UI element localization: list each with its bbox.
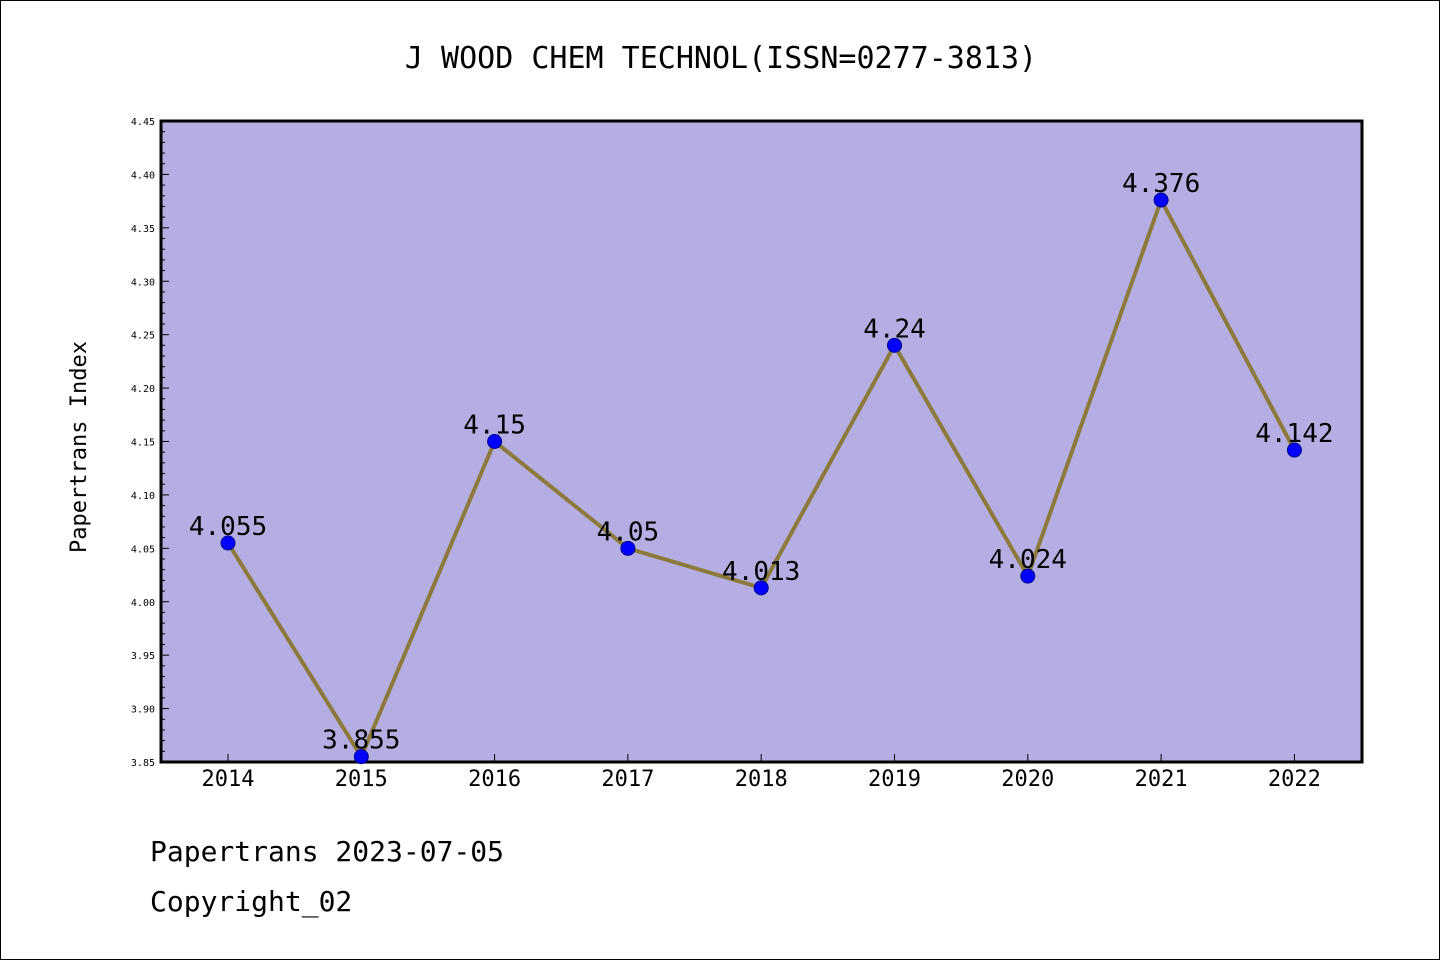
y-tick-label: 4.30 <box>131 277 155 288</box>
y-tick-label: 3.95 <box>131 651 155 662</box>
y-tick-label: 4.10 <box>131 491 155 502</box>
footer-copyright: Copyright_02 <box>150 885 353 918</box>
data-point <box>753 580 769 596</box>
data-label: 4.024 <box>989 545 1067 575</box>
y-tick-label: 4.20 <box>131 384 155 395</box>
x-axis: 2014 2015 2016 2017 2018 2019 2020 2021 2022 <box>202 754 1321 792</box>
data-point <box>620 540 636 556</box>
data-label: 3.855 <box>322 726 400 756</box>
x-tick-label: 2020 <box>1001 767 1054 792</box>
y-tick-label: 4.25 <box>131 331 155 342</box>
x-tick-label: 2016 <box>468 767 521 792</box>
y-tick-label: 3.90 <box>131 705 155 716</box>
data-label: 4.142 <box>1255 419 1333 449</box>
data-label: 4.05 <box>597 517 660 547</box>
x-tick-label: 2014 <box>202 767 255 792</box>
x-tick-label: 2019 <box>868 767 921 792</box>
data-point <box>1286 442 1302 458</box>
y-tick-label: 4.40 <box>131 170 155 181</box>
data-label: 4.376 <box>1122 169 1200 199</box>
data-point <box>353 749 369 765</box>
y-tick-label: 4.45 <box>131 117 155 128</box>
x-tick-label: 2021 <box>1135 767 1188 792</box>
data-label: 4.055 <box>189 512 267 542</box>
data-point <box>1020 568 1036 584</box>
data-label: 4.15 <box>463 411 526 441</box>
y-tick-label: 3.85 <box>131 758 155 769</box>
y-tick-label: 4.35 <box>131 224 155 235</box>
data-label: 4.24 <box>863 314 926 344</box>
y-axis-label: Papertrans Index <box>67 341 92 553</box>
footer-date: Papertrans 2023-07-05 <box>150 835 505 868</box>
y-tick-label: 4.15 <box>131 438 155 449</box>
y-tick-label: 4.00 <box>131 598 155 609</box>
x-tick-label: 2017 <box>601 767 654 792</box>
data-labels: 4.055 3.855 4.15 4.05 4.013 4.24 4.024 4.376 4.1… <box>189 169 1334 756</box>
data-point <box>1153 192 1169 208</box>
plot-area <box>159 119 1364 764</box>
series-group <box>220 192 1302 765</box>
x-tick-label: 2018 <box>735 767 788 792</box>
data-point <box>887 337 902 353</box>
x-tick-label: 2022 <box>1268 767 1321 792</box>
chart-title: J WOOD CHEM TECHNOL(ISSN=0277-3813) <box>405 41 1037 76</box>
y-tick-label: 4.05 <box>131 544 155 555</box>
data-point <box>220 535 236 551</box>
data-label: 4.013 <box>722 557 800 587</box>
x-tick-label: 2015 <box>335 767 388 792</box>
y-axis: 3.85 3.90 3.95 4.00 4.05 4.10 4.15 4.20 4.25 4.30… <box>131 117 169 769</box>
data-point <box>487 434 503 449</box>
